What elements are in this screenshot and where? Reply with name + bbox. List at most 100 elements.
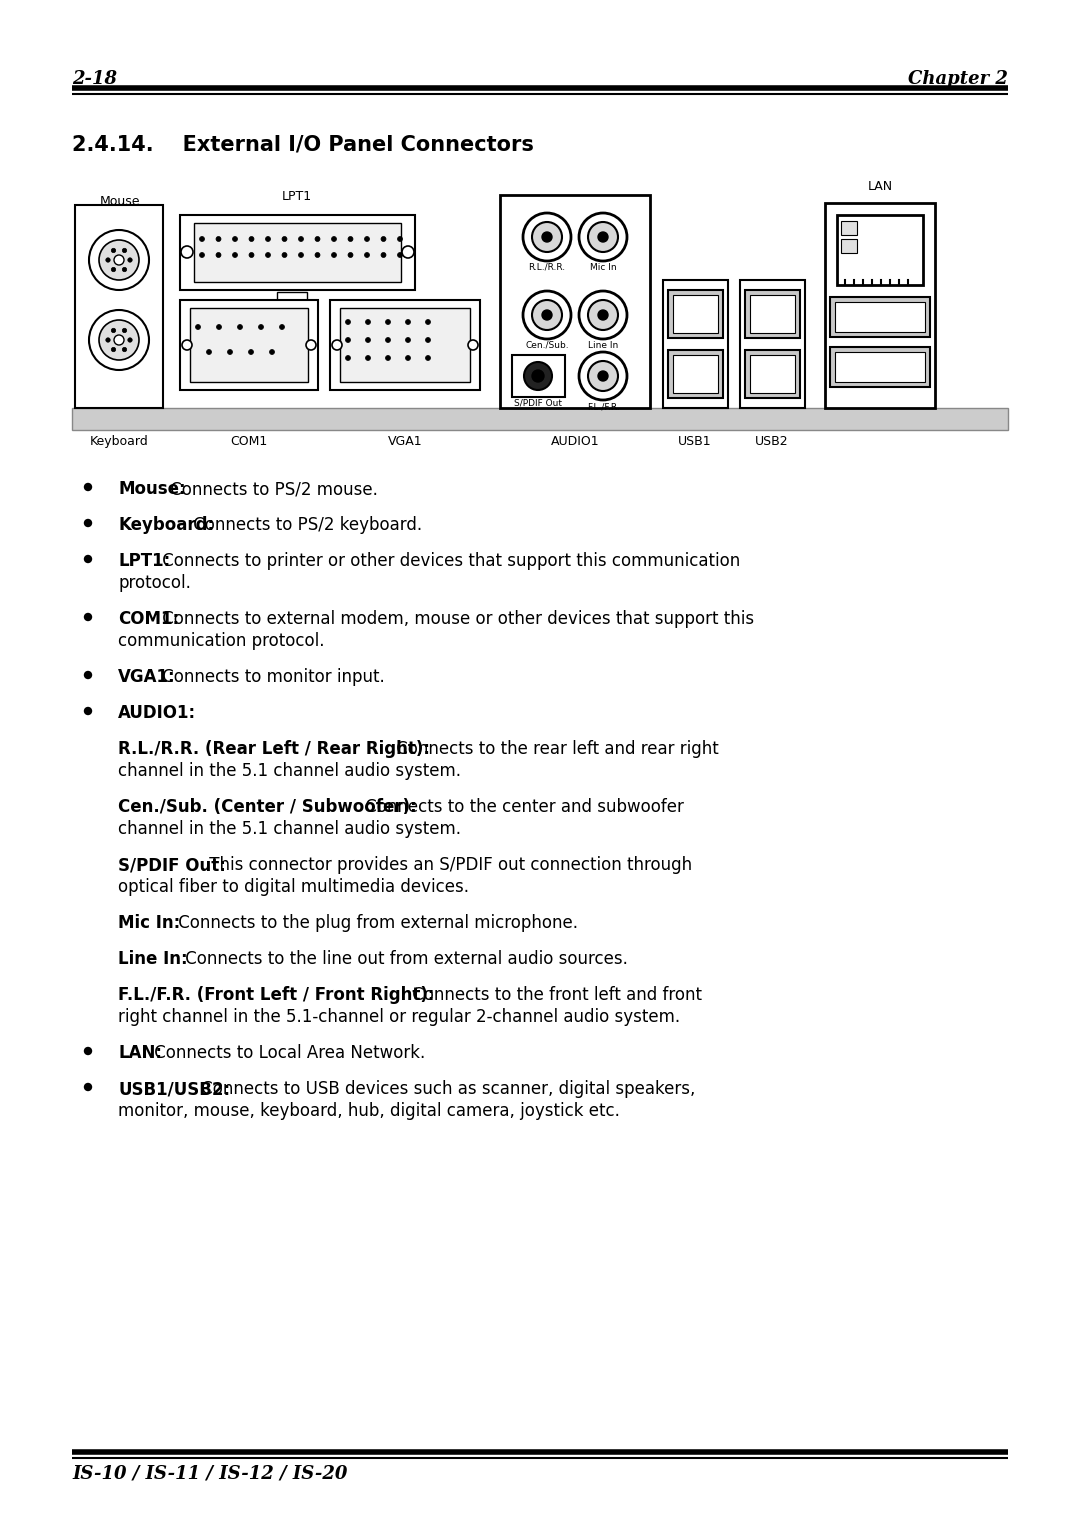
Circle shape bbox=[122, 268, 126, 272]
Text: S/PDIF Out: S/PDIF Out bbox=[514, 399, 562, 408]
Bar bbox=[835, 303, 924, 332]
Text: R.L./R.R.: R.L./R.R. bbox=[528, 263, 566, 272]
Circle shape bbox=[426, 356, 431, 361]
Text: Keyboard: Keyboard bbox=[90, 434, 148, 448]
Circle shape bbox=[216, 252, 221, 257]
Circle shape bbox=[122, 329, 126, 333]
Bar bbox=[841, 222, 858, 235]
Circle shape bbox=[365, 320, 370, 324]
Circle shape bbox=[114, 255, 124, 265]
Circle shape bbox=[282, 252, 287, 257]
Text: Connects to Local Area Network.: Connects to Local Area Network. bbox=[149, 1044, 426, 1063]
Circle shape bbox=[405, 356, 410, 361]
Circle shape bbox=[598, 310, 608, 320]
Bar bbox=[669, 291, 723, 338]
Circle shape bbox=[106, 338, 110, 342]
Circle shape bbox=[99, 320, 139, 359]
Circle shape bbox=[238, 324, 243, 330]
Circle shape bbox=[579, 213, 627, 261]
Circle shape bbox=[426, 320, 431, 324]
Circle shape bbox=[228, 350, 232, 355]
Text: Mouse:: Mouse: bbox=[118, 480, 186, 498]
Circle shape bbox=[386, 320, 391, 324]
Text: COM1:: COM1: bbox=[118, 610, 179, 628]
Circle shape bbox=[365, 338, 370, 342]
Text: VGA1: VGA1 bbox=[388, 434, 422, 448]
Bar bbox=[745, 291, 800, 338]
Circle shape bbox=[298, 237, 303, 242]
Circle shape bbox=[111, 347, 116, 352]
Text: Cen./Sub. (Center / Subwoofer):: Cen./Sub. (Center / Subwoofer): bbox=[118, 798, 417, 816]
Text: Connects to monitor input.: Connects to monitor input. bbox=[157, 668, 384, 687]
Text: monitor, mouse, keyboard, hub, digital camera, joystick etc.: monitor, mouse, keyboard, hub, digital c… bbox=[118, 1102, 620, 1121]
Text: channel in the 5.1 channel audio system.: channel in the 5.1 channel audio system. bbox=[118, 761, 461, 780]
Text: optical fiber to digital multimedia devices.: optical fiber to digital multimedia devi… bbox=[118, 878, 469, 896]
Text: Mic In: Mic In bbox=[590, 263, 617, 272]
Bar bbox=[276, 313, 307, 333]
Circle shape bbox=[84, 483, 92, 491]
Circle shape bbox=[598, 232, 608, 242]
Circle shape bbox=[181, 246, 193, 258]
Text: Chapter 2: Chapter 2 bbox=[908, 70, 1008, 89]
Circle shape bbox=[216, 324, 221, 330]
Circle shape bbox=[346, 320, 351, 324]
Text: Mouse: Mouse bbox=[100, 196, 140, 208]
Text: IS-10 / IS-11 / IS-12 / IS-20: IS-10 / IS-11 / IS-12 / IS-20 bbox=[72, 1465, 348, 1483]
Circle shape bbox=[523, 291, 571, 339]
Circle shape bbox=[386, 356, 391, 361]
Circle shape bbox=[89, 310, 149, 370]
Circle shape bbox=[195, 324, 201, 330]
Circle shape bbox=[270, 350, 274, 355]
Text: protocol.: protocol. bbox=[118, 573, 191, 592]
Circle shape bbox=[200, 237, 204, 242]
Circle shape bbox=[183, 339, 192, 350]
Bar bbox=[673, 295, 718, 333]
Circle shape bbox=[84, 671, 92, 679]
Circle shape bbox=[249, 237, 254, 242]
Text: communication protocol.: communication protocol. bbox=[118, 631, 324, 650]
Circle shape bbox=[386, 338, 391, 342]
Bar bbox=[75, 205, 163, 408]
Circle shape bbox=[542, 310, 552, 320]
Circle shape bbox=[426, 338, 431, 342]
Circle shape bbox=[579, 291, 627, 339]
Text: R.L./R.R. (Rear Left / Rear Right):: R.L./R.R. (Rear Left / Rear Right): bbox=[118, 740, 430, 758]
Text: Connects to the rear left and rear right: Connects to the rear left and rear right bbox=[391, 740, 719, 758]
Circle shape bbox=[402, 246, 414, 258]
Text: USB1/USB2:: USB1/USB2: bbox=[118, 1079, 230, 1098]
Circle shape bbox=[397, 252, 403, 257]
Circle shape bbox=[306, 339, 316, 350]
Circle shape bbox=[206, 350, 212, 355]
Text: Mic In:: Mic In: bbox=[118, 914, 180, 933]
Circle shape bbox=[122, 347, 126, 352]
Text: Line In:: Line In: bbox=[118, 950, 188, 968]
Text: COM1: COM1 bbox=[230, 434, 268, 448]
Circle shape bbox=[523, 213, 571, 261]
Bar bbox=[831, 297, 930, 336]
Circle shape bbox=[89, 229, 149, 291]
Bar bbox=[750, 295, 795, 333]
Circle shape bbox=[282, 237, 287, 242]
Text: right channel in the 5.1-channel or regular 2-channel audio system.: right channel in the 5.1-channel or regu… bbox=[118, 1008, 680, 1026]
Bar bbox=[669, 350, 723, 398]
Circle shape bbox=[84, 1084, 92, 1090]
Circle shape bbox=[84, 555, 92, 563]
Text: VGA1:: VGA1: bbox=[118, 668, 176, 687]
Circle shape bbox=[532, 370, 544, 382]
Circle shape bbox=[111, 329, 116, 333]
Text: F.L./F.R.: F.L./F.R. bbox=[586, 402, 619, 411]
Circle shape bbox=[232, 252, 238, 257]
Circle shape bbox=[111, 248, 116, 252]
Circle shape bbox=[332, 252, 337, 257]
Bar bbox=[835, 352, 924, 382]
Circle shape bbox=[405, 320, 410, 324]
Circle shape bbox=[365, 237, 369, 242]
Circle shape bbox=[84, 708, 92, 714]
Circle shape bbox=[122, 248, 126, 252]
Circle shape bbox=[365, 252, 369, 257]
Bar bbox=[841, 239, 858, 252]
Circle shape bbox=[524, 362, 552, 390]
Bar bbox=[190, 307, 308, 382]
Text: This connector provides an S/PDIF out connection through: This connector provides an S/PDIF out co… bbox=[204, 856, 692, 875]
Text: Connects to external modem, mouse or other devices that support this: Connects to external modem, mouse or oth… bbox=[157, 610, 754, 628]
